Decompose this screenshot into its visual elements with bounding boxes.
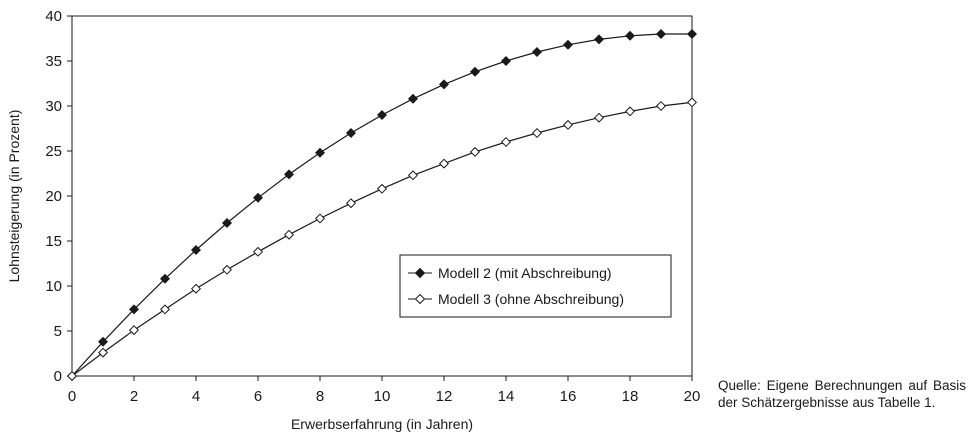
open-diamond-data-point — [283, 229, 295, 240]
filled-diamond-data-point — [252, 192, 264, 203]
open-diamond-data-point — [376, 183, 388, 194]
legend: Modell 2 (mit Abschreibung) Modell 3 (oh… — [399, 254, 672, 318]
filled-diamond-data-point — [438, 79, 450, 90]
legend-marker-open-diamond-icon — [414, 293, 426, 305]
open-diamond-data-point — [97, 347, 109, 358]
open-diamond-data-point — [345, 198, 357, 209]
legend-label-modell-3: Modell 3 (ohne Abschreibung) — [438, 291, 624, 307]
x-tick-label: 20 — [684, 388, 701, 405]
open-diamond-data-point — [314, 213, 326, 224]
legend-box — [399, 254, 672, 318]
x-axis-ticks: 0 2 4 6 8 10 12 14 16 18 20 — [68, 376, 701, 405]
filled-diamond-data-point — [376, 109, 388, 121]
y-tick-label: 0 — [54, 368, 62, 385]
open-diamond-data-point — [531, 127, 543, 139]
filled-diamond-data-point — [283, 169, 295, 180]
y-tick-label: 35 — [45, 53, 62, 70]
filled-diamond-data-point — [624, 30, 636, 41]
open-diamond-data-point — [593, 112, 605, 123]
open-diamond-data-point — [655, 100, 667, 112]
x-tick-label: 18 — [622, 388, 639, 405]
y-tick-label: 5 — [54, 323, 62, 340]
y-tick-label: 40 — [45, 8, 62, 25]
filled-diamond-data-point — [128, 304, 140, 315]
x-tick-label: 10 — [374, 388, 391, 405]
filled-diamond-data-point — [345, 127, 357, 139]
open-diamond-data-point — [407, 170, 419, 181]
y-tick-label: 15 — [45, 233, 62, 250]
x-axis-title: Erwerbserfahrung (in Jahren) — [291, 416, 473, 432]
x-tick-label: 8 — [316, 388, 324, 405]
x-tick-label: 16 — [560, 388, 577, 405]
open-diamond-data-point — [469, 146, 481, 157]
filled-diamond-data-point — [314, 147, 326, 158]
series-layer — [66, 28, 698, 382]
open-diamond-data-point — [128, 325, 140, 336]
y-tick-label: 20 — [45, 188, 62, 205]
open-diamond-data-point — [66, 370, 78, 382]
x-tick-label: 0 — [68, 388, 76, 405]
open-diamond-data-point — [624, 106, 636, 117]
open-diamond-data-point — [221, 264, 233, 275]
filled-diamond-data-point — [407, 93, 419, 104]
filled-diamond-data-point — [159, 273, 171, 284]
filled-diamond-data-point — [655, 28, 667, 40]
filled-diamond-data-point — [97, 336, 109, 347]
x-tick-label: 6 — [254, 388, 262, 405]
source-note: Quelle: Eigene Berechnungen auf Basis de… — [718, 378, 966, 410]
y-axis-ticks: 0 5 10 15 20 25 30 35 40 — [45, 8, 72, 385]
legend-marker-filled-diamond-icon — [414, 267, 426, 279]
x-tick-label: 4 — [192, 388, 200, 405]
open-diamond-data-point — [686, 97, 698, 108]
open-diamond-data-point — [562, 119, 574, 130]
filled-diamond-data-point — [686, 28, 698, 40]
open-diamond-data-point — [438, 158, 450, 169]
filled-diamond-data-point — [593, 34, 605, 45]
y-tick-label: 25 — [45, 143, 62, 160]
open-diamond-data-point — [252, 246, 264, 257]
filled-diamond-data-point — [469, 66, 481, 77]
plot-area — [71, 15, 693, 377]
x-tick-label: 2 — [130, 388, 138, 405]
y-axis-title: Lohnsteigerung (in Prozent) — [6, 110, 22, 283]
open-diamond-data-point — [190, 283, 202, 294]
y-tick-label: 10 — [45, 278, 62, 295]
open-diamond-data-point — [500, 136, 512, 148]
filled-diamond-data-point — [190, 244, 202, 256]
filled-diamond-data-point — [562, 39, 574, 50]
legend-label-modell-2: Modell 2 (mit Abschreibung) — [438, 265, 612, 281]
filled-diamond-data-point — [221, 217, 233, 229]
y-tick-label: 30 — [45, 98, 62, 115]
filled-diamond-data-point — [531, 46, 543, 58]
filled-diamond-data-point — [500, 55, 512, 67]
x-tick-label: 14 — [498, 388, 515, 405]
open-diamond-data-point — [159, 304, 171, 315]
x-tick-label: 12 — [436, 388, 453, 405]
